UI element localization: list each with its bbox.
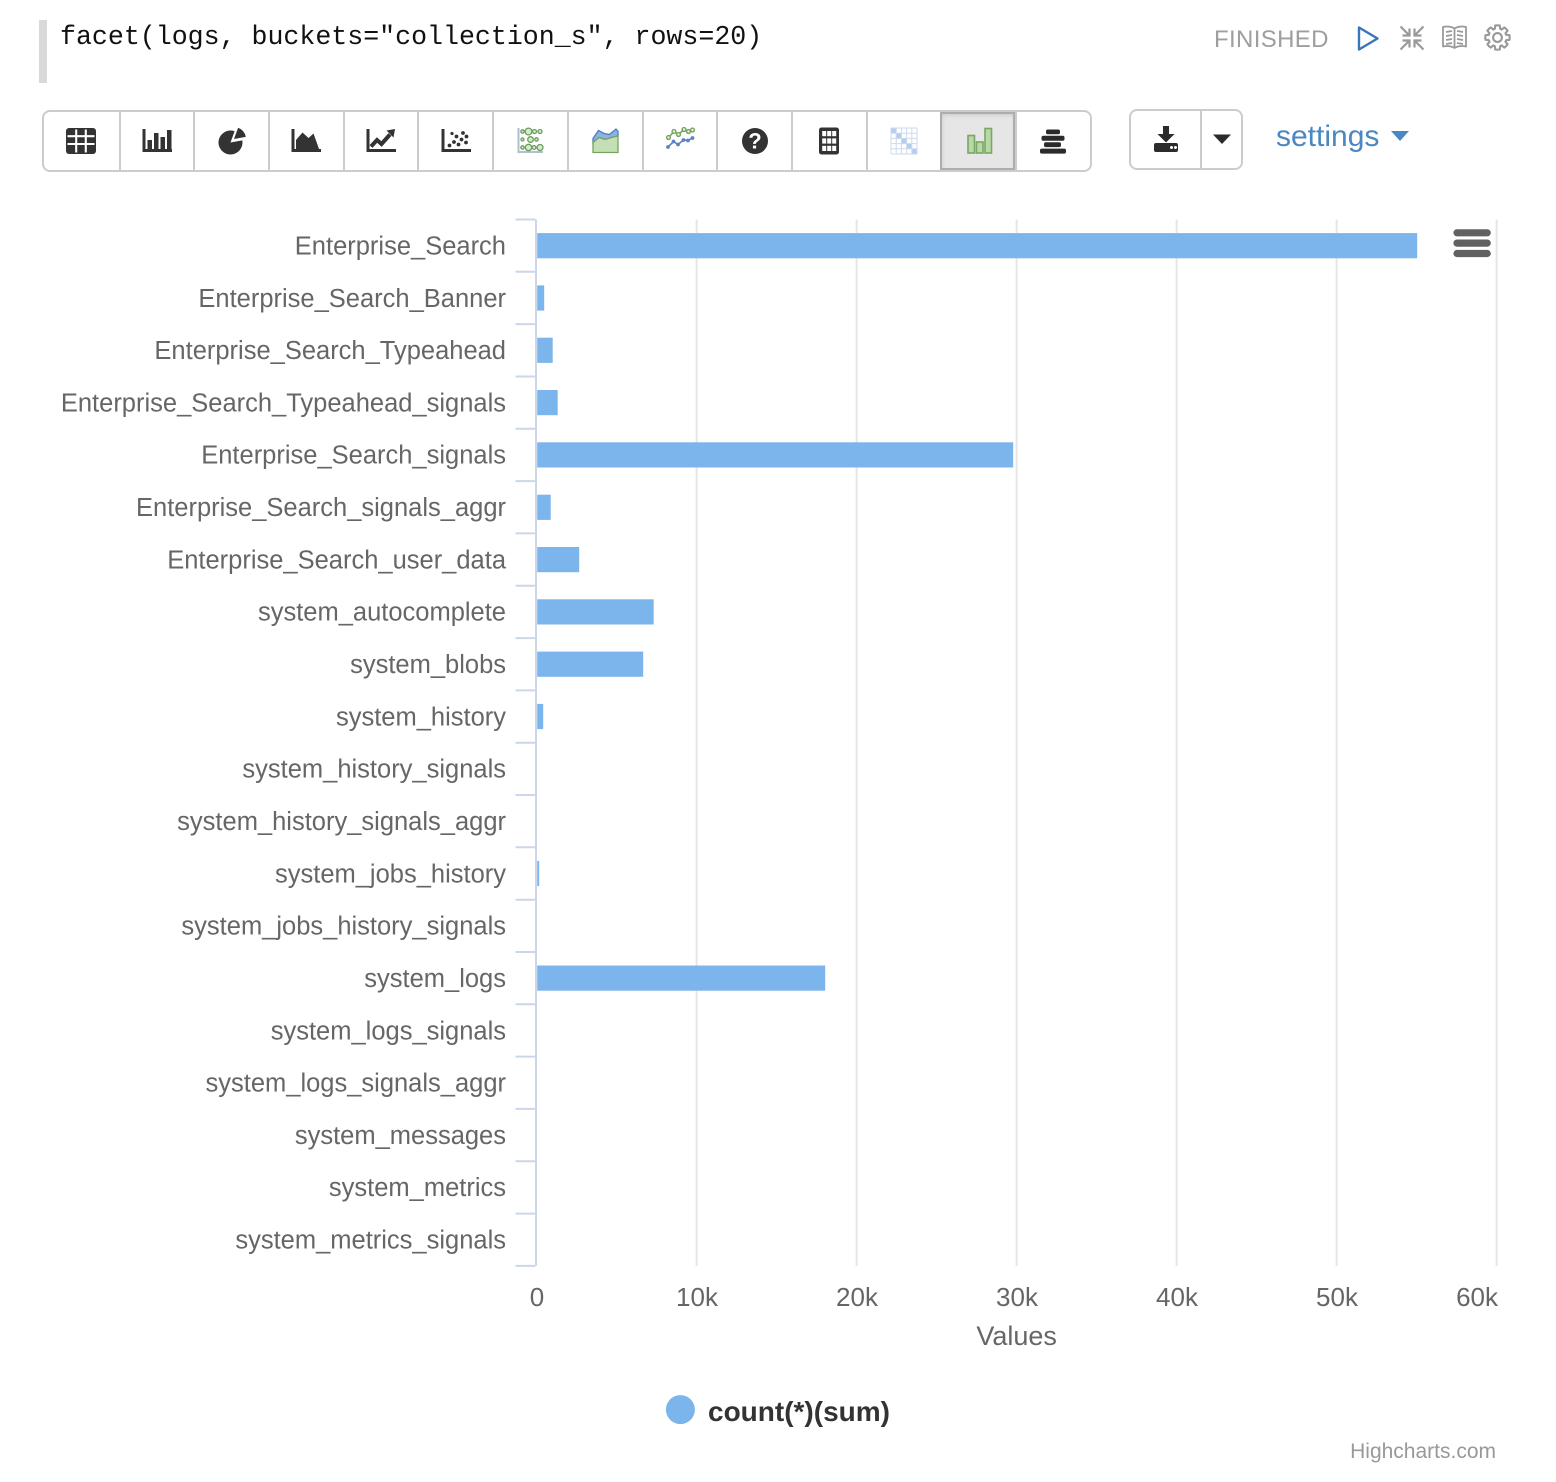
svg-text:system_blobs: system_blobs <box>350 651 506 679</box>
svg-text:Enterprise_Search_signals: Enterprise_Search_signals <box>201 442 506 470</box>
svg-text:Enterprise_Search_Typeahead_si: Enterprise_Search_Typeahead_signals <box>61 389 506 417</box>
svg-text:system_messages: system_messages <box>295 1122 506 1150</box>
svg-text:system_metrics_signals: system_metrics_signals <box>235 1227 506 1255</box>
svg-text:30k: 30k <box>996 1282 1039 1312</box>
svg-text:system_logs: system_logs <box>364 965 506 993</box>
svg-text:Highcharts.com: Highcharts.com <box>1350 1440 1496 1463</box>
svg-text:50k: 50k <box>1316 1282 1359 1312</box>
svg-text:Enterprise_Search_signals_aggr: Enterprise_Search_signals_aggr <box>136 494 506 522</box>
svg-text:Enterprise_Search: Enterprise_Search <box>295 233 506 261</box>
svg-text:60k: 60k <box>1456 1282 1499 1312</box>
svg-text:20k: 20k <box>836 1282 879 1312</box>
svg-text:40k: 40k <box>1156 1282 1199 1312</box>
svg-text:system_logs_signals: system_logs_signals <box>271 1017 506 1045</box>
svg-text:Enterprise_Search_Banner: Enterprise_Search_Banner <box>198 285 506 313</box>
svg-text:system_autocomplete: system_autocomplete <box>258 599 506 627</box>
svg-text:system_jobs_history_signals: system_jobs_history_signals <box>181 913 506 941</box>
svg-text:system_metrics: system_metrics <box>329 1174 506 1202</box>
svg-text:count(*)(sum): count(*)(sum) <box>708 1396 890 1427</box>
svg-text:?: ? <box>748 129 761 154</box>
svg-text:10k: 10k <box>676 1282 719 1312</box>
svg-text:system_jobs_history: system_jobs_history <box>275 860 506 888</box>
svg-text:system_history_signals_aggr: system_history_signals_aggr <box>177 808 506 836</box>
svg-text:system_history: system_history <box>336 703 506 731</box>
svg-text:0: 0 <box>530 1282 544 1312</box>
svg-text:Values: Values <box>976 1321 1057 1351</box>
svg-text:Enterprise_Search_user_data: Enterprise_Search_user_data <box>167 546 507 574</box>
svg-text:Enterprise_Search_Typeahead: Enterprise_Search_Typeahead <box>154 337 506 365</box>
svg-text:system_history_signals: system_history_signals <box>242 756 506 784</box>
svg-text:system_logs_signals_aggr: system_logs_signals_aggr <box>206 1070 507 1098</box>
